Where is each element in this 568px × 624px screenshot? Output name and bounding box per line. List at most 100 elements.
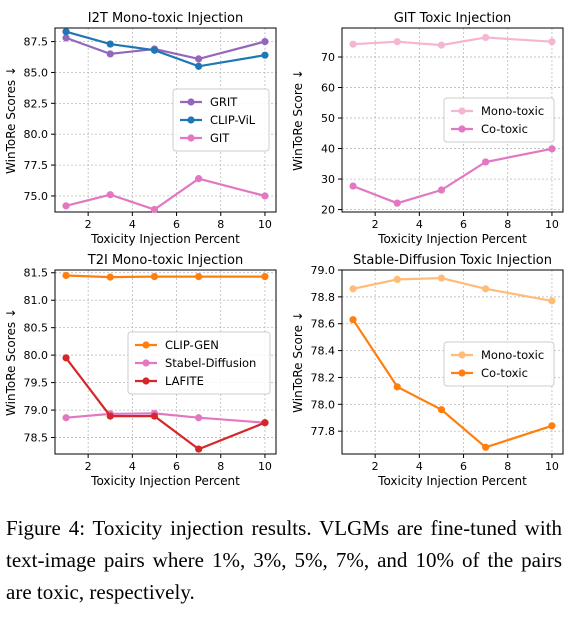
y-tick-label: 20 xyxy=(321,204,335,217)
series-line xyxy=(352,147,553,205)
legend: GRIT CLIP-ViL GIT xyxy=(172,88,270,152)
y-tick-label: 80.0 xyxy=(24,128,49,141)
legend: Mono-toxic Co-toxic xyxy=(443,97,555,143)
data-point xyxy=(349,316,357,324)
data-point xyxy=(62,28,70,36)
x-tick-label: 6 xyxy=(460,218,467,231)
legend: CLIP-GEN Stabel-Diffusion LAFITE xyxy=(127,331,271,395)
x-tick-label: 8 xyxy=(504,460,511,473)
series-line xyxy=(352,276,553,302)
y-tick-label: 81.0 xyxy=(24,294,49,307)
data-point xyxy=(548,145,556,153)
data-point xyxy=(437,274,446,282)
chart-t2i: 2 4 6 8 10 78.5 79.0 79.5 80.0 80.5 81.0 81.5 T2I Mo… xyxy=(4,253,277,488)
x-tick-label: 8 xyxy=(217,460,224,473)
legend-label: Co-toxic xyxy=(481,366,528,380)
x-tick-label: 10 xyxy=(545,218,559,231)
data-point xyxy=(106,273,114,281)
legend-marker xyxy=(142,377,150,385)
legend-marker xyxy=(187,98,195,106)
data-point xyxy=(106,191,114,199)
data-point xyxy=(150,412,159,420)
data-point xyxy=(349,40,357,48)
plot-frame xyxy=(341,27,564,213)
legend-label: Co-toxic xyxy=(481,122,528,136)
data-point xyxy=(393,199,401,207)
data-point xyxy=(482,158,490,166)
series-co-toxic xyxy=(349,145,556,207)
series-clip-gen xyxy=(62,271,269,281)
y-tick-label: 70 xyxy=(321,51,335,64)
legend-box xyxy=(443,97,555,143)
data-point xyxy=(150,272,159,281)
data-point xyxy=(62,271,70,280)
data-point xyxy=(195,62,203,70)
data-point xyxy=(62,34,70,42)
y-tick-label: 80.0 xyxy=(24,349,49,362)
series-line xyxy=(353,36,553,47)
legend-marker xyxy=(458,125,466,133)
legend-label: Mono-toxic xyxy=(481,104,544,118)
data-point xyxy=(195,414,203,422)
data-point xyxy=(62,414,70,422)
series-line xyxy=(65,177,266,211)
legend-box xyxy=(172,88,270,152)
series-git xyxy=(62,175,269,214)
x-tick-label: 4 xyxy=(129,218,136,231)
series-lafite xyxy=(62,354,269,453)
data-point xyxy=(261,51,269,59)
data-point xyxy=(393,383,401,391)
legend-label: CLIP-ViL xyxy=(210,113,256,127)
data-point xyxy=(106,412,114,420)
data-point xyxy=(261,419,269,427)
x-tick-label: 6 xyxy=(460,460,467,473)
x-tick-label: 2 xyxy=(85,460,92,473)
legend-label: GIT xyxy=(210,131,230,145)
chart-title: Stable-Diffusion Toxic Injection xyxy=(353,253,552,268)
data-point xyxy=(482,285,490,293)
series-line xyxy=(65,412,265,424)
chart-title: I2T Mono-toxic Injection xyxy=(88,11,243,26)
series-co-toxic xyxy=(349,316,556,451)
legend-label: Mono-toxic xyxy=(481,348,544,362)
data-point xyxy=(437,186,446,194)
x-tick-label: 4 xyxy=(129,460,136,473)
x-tick-label: 2 xyxy=(85,218,92,231)
legend-label: CLIP-GEN xyxy=(165,338,219,352)
y-tick-label: 81.5 xyxy=(24,267,49,280)
y-axis-label: WinToRe Score ↓ xyxy=(291,311,305,413)
chart-i2t: 2 4 6 8 10 75.0 77.5 80.0 82.5 85.0 87.5 I2T Mono-t… xyxy=(4,11,277,246)
y-tick-label: 79.0 xyxy=(311,264,336,277)
legend-box xyxy=(443,341,555,387)
series-mono-toxic xyxy=(349,33,556,49)
data-point xyxy=(261,192,269,200)
data-point xyxy=(195,272,203,281)
data-point xyxy=(393,38,401,46)
y-tick-label: 80.5 xyxy=(24,322,49,335)
data-point xyxy=(548,422,556,430)
x-tick-label: 6 xyxy=(173,460,180,473)
data-point xyxy=(548,297,556,305)
data-point xyxy=(349,285,357,293)
data-point xyxy=(437,406,446,414)
data-point xyxy=(150,205,159,214)
legend-marker xyxy=(187,134,195,142)
legend-marker xyxy=(187,116,195,124)
figure-caption: Figure 4: Toxicity injection results. VL… xyxy=(6,516,562,604)
x-tick-label: 2 xyxy=(372,460,379,473)
data-point xyxy=(437,41,446,49)
y-tick-label: 78.6 xyxy=(311,318,336,331)
legend: Mono-toxic Co-toxic xyxy=(443,341,555,387)
data-point xyxy=(548,38,556,46)
y-tick-label: 79.0 xyxy=(24,404,49,417)
y-tick-label: 30 xyxy=(321,173,335,186)
chart-title: T2I Mono-toxic Injection xyxy=(87,253,243,268)
legend-marker xyxy=(142,341,150,349)
legend-label: LAFITE xyxy=(165,374,204,388)
y-tick-label: 87.5 xyxy=(24,36,49,49)
plot-frame xyxy=(54,27,277,213)
plot-frame xyxy=(54,269,277,455)
x-axis-label: Toxicity Injection Percent xyxy=(377,474,527,488)
data-point xyxy=(261,37,269,46)
y-tick-label: 85.0 xyxy=(24,66,49,79)
